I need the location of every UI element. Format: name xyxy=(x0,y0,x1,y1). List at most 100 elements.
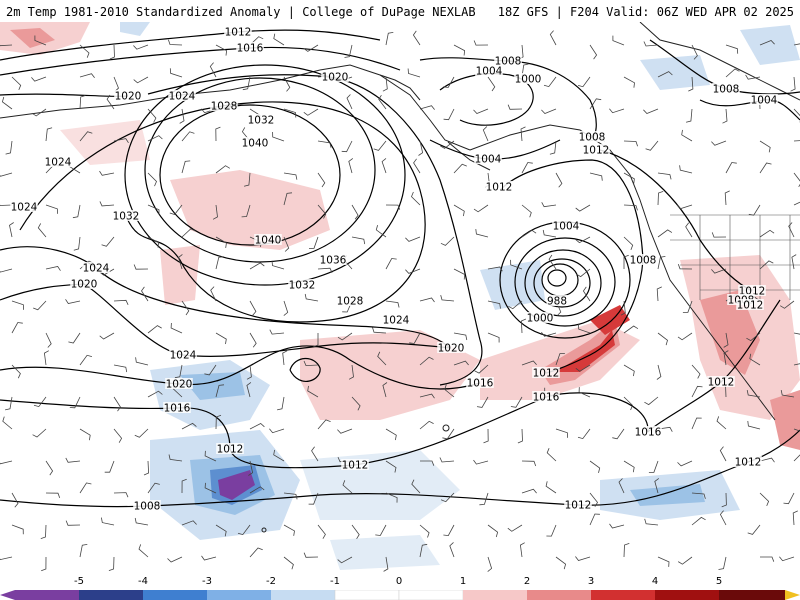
wind-barb xyxy=(109,44,115,60)
wind-barb xyxy=(546,448,557,462)
wind-barb xyxy=(43,350,49,366)
wind-barb xyxy=(243,172,251,187)
weather-map[interactable]: 1012 1016 1020 1020 1024 1028 1032 1040 1024 1024… xyxy=(0,22,800,574)
wind-barb xyxy=(0,268,13,273)
wind-barb xyxy=(378,94,387,110)
wind-barb xyxy=(725,162,737,174)
wind-barb xyxy=(99,170,115,176)
wind-barb xyxy=(210,286,217,302)
wind-barb xyxy=(249,332,257,348)
isobar-label: 1012 xyxy=(583,145,610,157)
wind-barb xyxy=(439,457,455,463)
wind-barb xyxy=(793,454,800,462)
wind-barb xyxy=(685,108,693,123)
wind-barb xyxy=(724,190,730,206)
wind-barb xyxy=(249,262,265,270)
wind-barb xyxy=(32,428,47,438)
wind-barb xyxy=(79,482,92,494)
wind-barb xyxy=(73,236,81,251)
isobar-label: 1024 xyxy=(169,91,196,103)
wind-barb xyxy=(548,254,557,270)
wind-barb xyxy=(283,192,293,206)
wind-barb xyxy=(241,204,251,218)
wind-barb xyxy=(747,524,761,535)
wind-barb xyxy=(72,204,81,219)
wind-barb xyxy=(542,229,557,238)
wind-barb xyxy=(106,94,115,110)
isobar-label: 1020 xyxy=(438,343,465,355)
wind-barb xyxy=(681,129,693,142)
wind-barb xyxy=(375,524,387,536)
wind-barb xyxy=(487,556,493,572)
wind-barb xyxy=(99,201,115,207)
wind-barb xyxy=(723,332,729,348)
wind-barb xyxy=(99,332,115,340)
wind-barb xyxy=(440,492,455,503)
wind-barb xyxy=(656,286,662,302)
isobar-label: 1032 xyxy=(113,211,140,223)
wind-barb xyxy=(419,105,435,110)
wind-barb xyxy=(654,478,660,494)
wind-barb xyxy=(623,325,639,334)
wind-barb xyxy=(657,556,670,567)
wind-barb xyxy=(589,172,603,181)
wind-barb xyxy=(304,293,319,302)
wind-barb xyxy=(575,204,591,212)
wind-barb xyxy=(691,516,706,526)
colorbar: -5 -4 -3 -2 -1 0 1 2 3 4 5 xyxy=(0,574,800,600)
wind-barb xyxy=(521,204,532,218)
wind-barb xyxy=(317,204,327,219)
wind-barb xyxy=(181,131,195,142)
wind-barb xyxy=(688,76,694,92)
wind-barb xyxy=(407,68,421,78)
wind-barb xyxy=(382,76,388,92)
wind-barb xyxy=(759,260,774,270)
wind-barb xyxy=(643,41,659,47)
wind-barb xyxy=(440,140,455,149)
wind-barb xyxy=(677,460,693,467)
wind-barb xyxy=(174,364,183,379)
wind-barb xyxy=(589,98,602,110)
wind-barb xyxy=(645,140,659,151)
wind-barb xyxy=(487,524,499,538)
wind-barb xyxy=(759,162,772,174)
wind-barb xyxy=(337,332,353,341)
wind-barb xyxy=(521,229,537,238)
wind-barb xyxy=(246,364,252,380)
wind-barb xyxy=(385,492,398,503)
wind-barb xyxy=(759,229,775,238)
wind-barb xyxy=(351,524,360,540)
isobar-label: 1032 xyxy=(248,115,275,127)
wind-barb xyxy=(45,266,61,271)
wind-barb xyxy=(170,322,183,334)
wind-barb xyxy=(440,236,455,246)
wind-barb xyxy=(337,428,353,434)
wind-barb xyxy=(722,108,728,124)
wind-barb xyxy=(575,236,591,244)
wind-barb xyxy=(759,140,771,153)
wind-barb xyxy=(11,492,19,508)
colorbar-scale xyxy=(0,590,800,600)
wind-barb xyxy=(791,254,797,270)
wind-barb xyxy=(344,44,353,58)
wind-barb xyxy=(623,204,638,211)
wind-barb xyxy=(372,327,387,334)
wind-barb xyxy=(453,332,468,341)
wind-barb xyxy=(609,523,625,529)
isobar-label: 1004 xyxy=(553,221,580,233)
wind-barb xyxy=(249,486,265,494)
wind-barb xyxy=(113,299,129,305)
wind-barb xyxy=(609,108,625,114)
wind-barb xyxy=(147,482,160,494)
wind-barb xyxy=(104,460,115,473)
wind-barb xyxy=(169,204,183,215)
wind-barb xyxy=(575,364,591,372)
isobar-label: 1040 xyxy=(242,138,269,150)
wind-barb xyxy=(45,332,52,348)
wind-barb xyxy=(181,478,187,494)
wind-barb xyxy=(541,332,557,337)
isobar-label: 1012 xyxy=(225,27,252,39)
wind-barb xyxy=(620,300,626,316)
isobar-label: 1016 xyxy=(237,43,264,55)
wind-barb xyxy=(308,492,319,505)
